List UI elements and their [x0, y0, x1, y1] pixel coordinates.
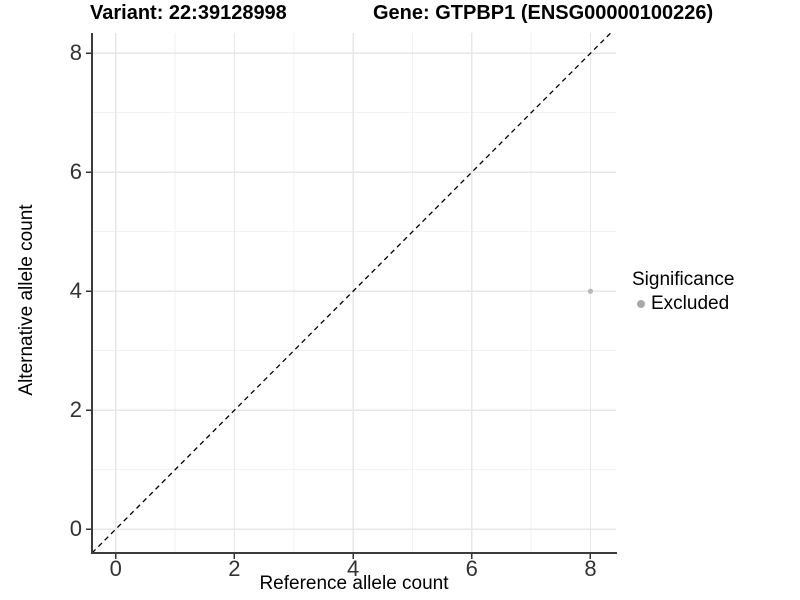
y-axis-title: Alternative allele count — [16, 204, 37, 396]
legend-title: Significance — [632, 269, 735, 290]
y-tick-label: 0 — [69, 516, 82, 542]
x-tick-label: 4 — [346, 556, 360, 581]
legend-point-icon — [637, 300, 645, 308]
y-tick-label: 2 — [69, 397, 82, 423]
plot-title-gene: Gene: GTPBP1 (ENSG00000100226) — [373, 2, 714, 24]
legend-item-label: Excluded — [651, 293, 730, 314]
x-tick-label: 8 — [584, 556, 597, 581]
legend-item-excluded: Excluded — [632, 293, 734, 315]
x-tick-label: 0 — [109, 556, 122, 581]
x-axis-title: Reference allele count — [259, 573, 449, 594]
y-tick-label: 8 — [69, 40, 82, 66]
x-tick-label: 2 — [228, 556, 241, 581]
plot-title-variant: Variant: 22:39128998 — [90, 2, 287, 24]
y-tick-label: 4 — [69, 278, 82, 304]
identity-line — [91, 32, 612, 554]
y-tick-label: 6 — [69, 159, 82, 185]
x-tick-label: 6 — [465, 556, 478, 581]
legend: Significance Excluded — [632, 269, 734, 315]
data-point — [587, 288, 594, 294]
